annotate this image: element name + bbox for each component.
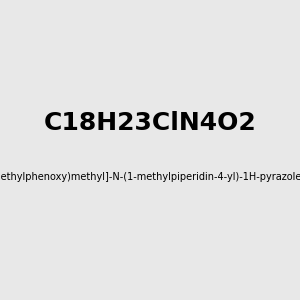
Text: C18H23ClN4O2: C18H23ClN4O2 bbox=[44, 111, 256, 135]
Text: 1-[(4-chloro-3-methylphenoxy)methyl]-N-(1-methylpiperidin-4-yl)-1H-pyrazole-3-ca: 1-[(4-chloro-3-methylphenoxy)methyl]-N-(… bbox=[0, 172, 300, 182]
